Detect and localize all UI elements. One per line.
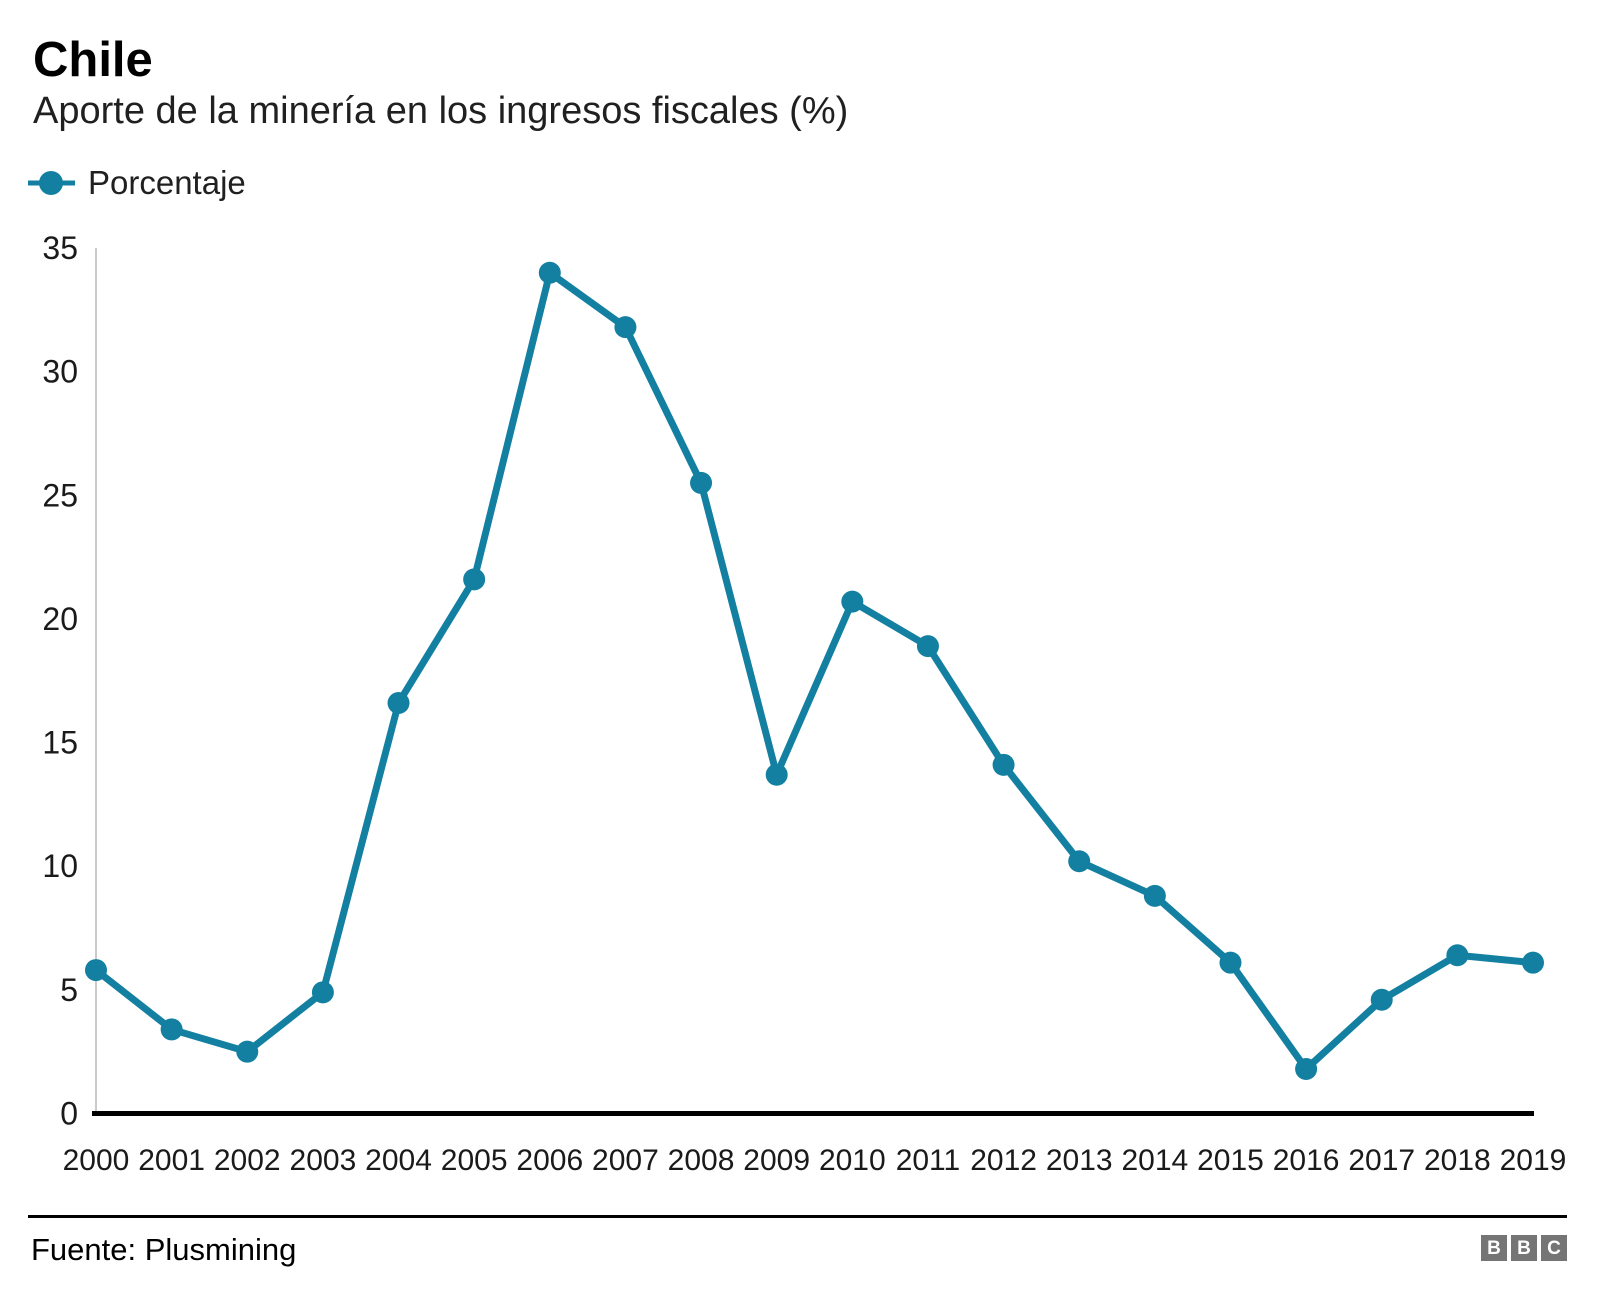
data-point: [387, 692, 410, 715]
x-axis-tick-label: 2016: [1273, 1144, 1340, 1177]
x-axis-tick-label: 2002: [214, 1144, 281, 1177]
legend-marker-icon: [28, 171, 75, 195]
page-title: Chile: [33, 33, 153, 87]
x-axis-tick-label: 2018: [1424, 1144, 1491, 1177]
data-point: [841, 590, 864, 613]
x-axis-tick-label: 2007: [592, 1144, 659, 1177]
y-axis-tick-label: 5: [60, 972, 78, 1008]
data-point: [85, 959, 107, 982]
x-axis-tick-label: 2017: [1348, 1144, 1415, 1177]
data-point: [1068, 850, 1091, 873]
legend: Porcentaje: [28, 164, 246, 201]
data-point: [1143, 884, 1166, 907]
data-point: [765, 763, 788, 786]
footer-divider: [28, 1215, 1567, 1218]
data-point: [1446, 944, 1469, 967]
x-axis-tick-label: 2012: [970, 1144, 1037, 1177]
y-axis-tick-label: 30: [42, 354, 78, 390]
x-axis-tick-label: 2019: [1500, 1144, 1567, 1177]
data-point: [160, 1018, 183, 1041]
y-axis-tick-label: 20: [42, 601, 78, 637]
data-point: [1370, 988, 1393, 1011]
x-axis-tick-label: 2015: [1197, 1144, 1264, 1177]
data-point: [538, 261, 561, 284]
data-point: [1295, 1057, 1318, 1080]
bbc-logo: B B C: [1481, 1235, 1567, 1261]
data-point: [690, 471, 713, 494]
data-point: [1522, 951, 1544, 974]
x-axis-tick-label: 2003: [290, 1144, 357, 1177]
data-point: [236, 1040, 259, 1063]
page-subtitle: Aporte de la minería en los ingresos fis…: [33, 90, 849, 132]
x-axis-tick-label: 2009: [743, 1144, 810, 1177]
bbc-logo-letter: B: [1481, 1235, 1507, 1261]
bbc-logo-letter: C: [1541, 1235, 1567, 1261]
data-point: [614, 316, 637, 339]
x-axis-tick-label: 2013: [1046, 1144, 1113, 1177]
x-axis-tick-label: 2011: [896, 1144, 961, 1177]
x-axis-tick-label: 2010: [819, 1144, 886, 1177]
x-axis-tick-label: 2001: [138, 1144, 205, 1177]
y-axis-tick-label: 35: [42, 230, 78, 266]
data-point: [992, 753, 1015, 776]
x-axis-tick-label: 2014: [1121, 1144, 1188, 1177]
x-axis-tick-label: 2004: [365, 1144, 432, 1177]
x-axis-tick-label: 2008: [668, 1144, 735, 1177]
x-axis-tick-label: 2006: [516, 1144, 583, 1177]
data-line: [92, 269, 1537, 1073]
data-point: [463, 568, 486, 591]
x-axis-tick-label: 2000: [63, 1144, 130, 1177]
source-text: Fuente: Plusmining: [31, 1232, 297, 1267]
bbc-logo-letter: B: [1511, 1235, 1537, 1261]
y-axis-tick-label: 25: [42, 477, 78, 513]
legend-label: Porcentaje: [88, 164, 246, 201]
x-axis-tick-label: 2005: [441, 1144, 508, 1177]
data-point: [1219, 951, 1242, 974]
data-point: [916, 635, 939, 658]
y-axis-tick-label: 15: [42, 725, 78, 761]
data-point: [311, 981, 334, 1004]
y-axis-tick-label: 10: [42, 848, 78, 884]
y-axis-tick-label: 0: [60, 1096, 78, 1132]
